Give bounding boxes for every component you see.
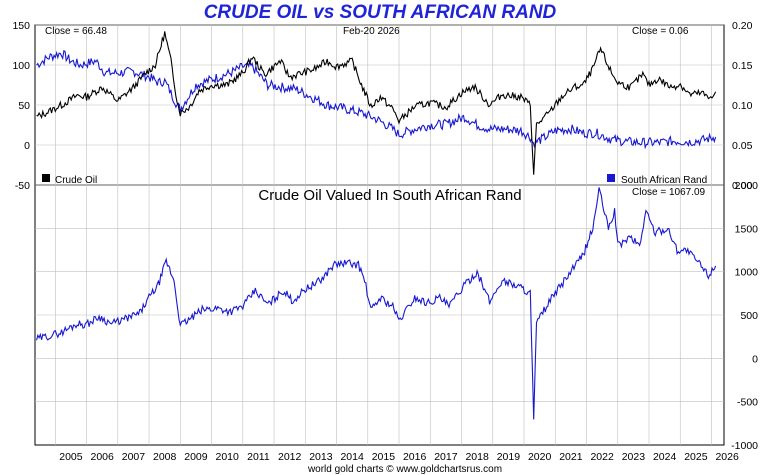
top-right-close-label: Close = 0.06 bbox=[632, 26, 689, 37]
x-tick-label: 2024 bbox=[653, 451, 677, 463]
legend-swatch-south-african-rand bbox=[607, 174, 615, 182]
bottom-close-label: Close = 1067.09 bbox=[632, 187, 706, 198]
x-tick-label: 2011 bbox=[247, 451, 270, 463]
bottom-tick-label: 0 bbox=[752, 353, 758, 365]
legend-swatch-crude-oil bbox=[42, 174, 50, 182]
top-right-tick-label: 0.05 bbox=[732, 140, 753, 152]
top-series-layer bbox=[36, 31, 717, 175]
bottom-panel-title: Crude Oil Valued In South African Rand bbox=[258, 187, 521, 204]
top-left-tick-label: -50 bbox=[15, 180, 30, 192]
top-right-tick-label: 0.10 bbox=[732, 100, 753, 112]
x-tick-label: 2015 bbox=[372, 451, 396, 463]
x-tick-label: 2010 bbox=[215, 451, 239, 463]
bottom-series-layer bbox=[36, 187, 717, 420]
tick-layer: 2005 2006 2007 2008 2009 2010 2011 2012 2013 2014… bbox=[12, 20, 758, 463]
top-right-tick-label: 0.15 bbox=[732, 60, 753, 72]
grid-layer bbox=[35, 24, 724, 445]
x-tick-label: 2014 bbox=[340, 451, 364, 463]
x-tick-label: 2008 bbox=[153, 451, 177, 463]
footer-credit: world gold charts © www.goldchartsrus.co… bbox=[307, 464, 502, 475]
x-tick-label: 2026 bbox=[715, 451, 739, 463]
x-tick-label: 2005 bbox=[59, 451, 83, 463]
x-tick-label: 2017 bbox=[434, 451, 458, 463]
x-tick-label: 2019 bbox=[497, 451, 521, 463]
x-tick-label: 2016 bbox=[403, 451, 427, 463]
x-tick-label: 2018 bbox=[465, 451, 489, 463]
bottom-tick-label: -1000 bbox=[731, 440, 758, 452]
x-tick-label: 2021 bbox=[559, 451, 583, 463]
x-tick-label: 2022 bbox=[590, 451, 614, 463]
x-tick-label: 2025 bbox=[684, 451, 708, 463]
bottom-tick-label: 1000 bbox=[735, 267, 759, 279]
x-tick-label: 2023 bbox=[622, 451, 646, 463]
series-line-south-african-rand bbox=[36, 49, 717, 150]
series-line-crude-oil bbox=[36, 31, 717, 175]
x-tick-label: 2020 bbox=[528, 451, 552, 463]
top-left-tick-label: 150 bbox=[12, 20, 30, 32]
top-left-tick-label: 50 bbox=[18, 100, 30, 112]
series-line-oil-in-rand bbox=[36, 187, 717, 420]
top-right-tick-label: 0.00 bbox=[732, 180, 753, 192]
bottom-tick-label: 500 bbox=[740, 310, 758, 322]
x-tick-label: 2009 bbox=[184, 451, 208, 463]
top-right-tick-label: 0.20 bbox=[732, 20, 753, 32]
bottom-tick-label: -500 bbox=[737, 397, 758, 409]
top-date-label: Feb-20 2026 bbox=[343, 26, 400, 37]
x-tick-label: 2006 bbox=[91, 451, 115, 463]
x-tick-label: 2007 bbox=[122, 451, 146, 463]
top-left-close-label: Close = 66.48 bbox=[45, 26, 107, 37]
top-left-tick-label: 100 bbox=[12, 60, 30, 72]
x-tick-label: 2013 bbox=[309, 451, 333, 463]
x-tick-label: 2012 bbox=[278, 451, 302, 463]
top-left-tick-label: 0 bbox=[24, 140, 30, 152]
bottom-tick-label: 2000 bbox=[735, 180, 759, 192]
bottom-tick-label: 1500 bbox=[735, 223, 759, 235]
legend-label-south-african-rand: South African Rand bbox=[621, 175, 707, 186]
chart-title: CRUDE OIL vs SOUTH AFRICAN RAND bbox=[203, 2, 557, 23]
legend-label-crude-oil: Crude Oil bbox=[55, 175, 97, 186]
